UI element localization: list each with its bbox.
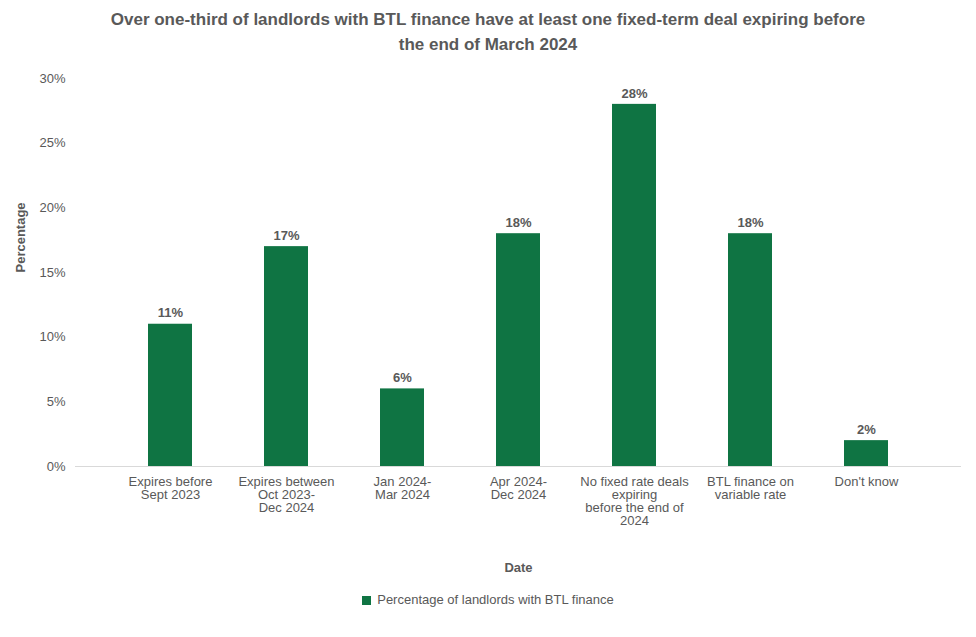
svg-text:No fixed rate dealsexpiringbef: No fixed rate dealsexpiringbefore the en… xyxy=(580,474,689,528)
svg-text:0%: 0% xyxy=(47,459,66,474)
html-text:Percentage of landlords with B: Percentage of landlords with BTL finance xyxy=(377,592,614,607)
svg-text:30%: 30% xyxy=(39,71,65,86)
svg-text:Expires betweenOct 2023-Dec 20: Expires betweenOct 2023-Dec 2024 xyxy=(238,474,334,515)
svg-text:17%: 17% xyxy=(273,228,299,243)
svg-text:20%: 20% xyxy=(39,200,65,215)
svg-text:18%: 18% xyxy=(505,215,531,230)
html-text:Over one-third of landlords wi: Over one-third of landlords with BTL fin… xyxy=(110,10,866,54)
svg-text:Date: Date xyxy=(504,560,532,575)
svg-text:18%: 18% xyxy=(737,215,763,230)
svg-text:2%: 2% xyxy=(857,422,876,437)
svg-text:6%: 6% xyxy=(393,370,412,385)
svg-text:BTL finance onvariable rate: BTL finance onvariable rate xyxy=(707,474,794,502)
svg-text:25%: 25% xyxy=(39,135,65,150)
svg-text:Expires beforeSept 2023: Expires beforeSept 2023 xyxy=(129,474,213,502)
svg-text:5%: 5% xyxy=(47,394,66,409)
svg-text:Percentage: Percentage xyxy=(13,202,28,272)
svg-text:28%: 28% xyxy=(621,86,647,101)
svg-text:Don't know: Don't know xyxy=(835,474,900,489)
svg-text:15%: 15% xyxy=(39,265,65,280)
svg-text:10%: 10% xyxy=(39,329,65,344)
svg-text:11%: 11% xyxy=(158,305,184,320)
svg-text:Jan 2024-Mar 2024: Jan 2024-Mar 2024 xyxy=(374,474,432,502)
svg-text:Apr 2024-Dec 2024: Apr 2024-Dec 2024 xyxy=(490,474,547,502)
